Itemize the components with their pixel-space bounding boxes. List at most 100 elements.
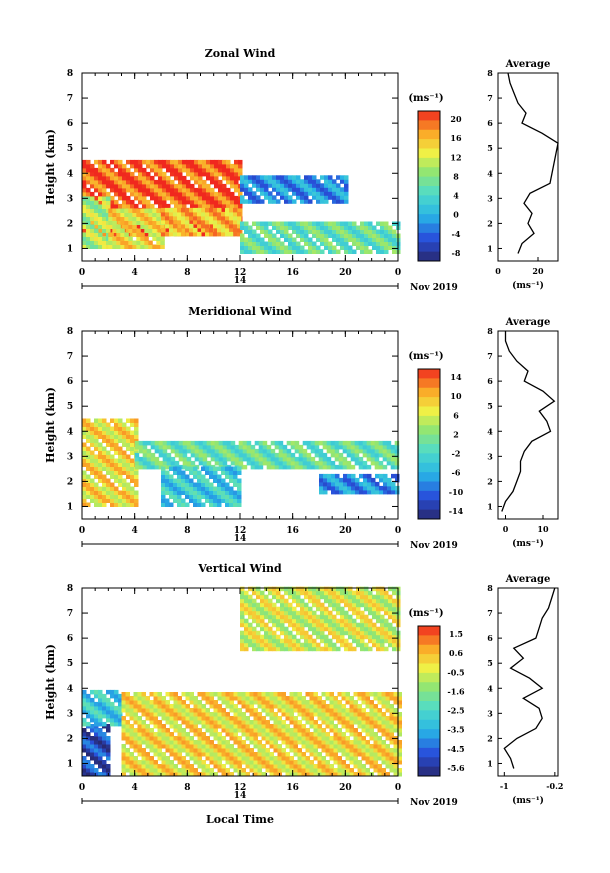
heatmap-cell	[305, 728, 310, 733]
heatmap-cell	[161, 760, 166, 765]
heatmap-cell	[209, 752, 214, 757]
heatmap-cell	[177, 466, 182, 471]
heatmap-cell	[241, 712, 246, 717]
heatmap-cell	[136, 232, 141, 237]
heatmap-cell	[145, 728, 150, 733]
heatmap-cell	[130, 462, 135, 467]
heatmap-cell	[289, 700, 294, 705]
heatmap-cell	[156, 224, 161, 229]
heatmap-cell	[300, 646, 305, 652]
heatmap-cell	[280, 602, 285, 608]
heatmap-cell	[114, 486, 119, 491]
heatmap-cell	[150, 191, 155, 197]
heatmap-cell	[98, 159, 103, 165]
heatmap-cell	[238, 460, 244, 466]
heatmap-cell	[178, 456, 184, 462]
heatmap-cell	[121, 768, 126, 773]
heatmap-cell	[169, 736, 174, 741]
heatmap-cell	[280, 195, 285, 200]
heatmap-cell	[237, 219, 242, 225]
heatmap-cell	[126, 199, 131, 205]
heatmap-cell	[133, 736, 138, 741]
heatmap-cell	[82, 494, 87, 499]
heatmap-cell	[149, 732, 154, 737]
heatmap-cell	[178, 199, 183, 205]
heatmap-cell	[126, 490, 131, 495]
heatmap-cell	[217, 704, 222, 709]
heatmap-cell	[369, 748, 374, 753]
heatmap-cell	[201, 760, 206, 765]
heatmap-cell	[380, 646, 385, 652]
heatmap-cell	[294, 460, 300, 466]
heatmap-cell	[169, 223, 174, 229]
heatmap-cell	[206, 187, 211, 193]
heatmap-cell	[389, 740, 394, 745]
heatmap-cell	[353, 764, 358, 769]
heatmap-cell	[141, 704, 146, 709]
heatmap-cell	[237, 482, 242, 487]
heatmap-cell	[108, 232, 113, 237]
heatmap-cell	[249, 732, 254, 737]
heatmap-cell	[90, 244, 95, 249]
heatmap-cell	[206, 195, 211, 201]
heatmap-cell	[110, 721, 115, 727]
heatmap-cell	[230, 199, 235, 205]
heatmap-cell	[258, 456, 264, 462]
heatmap-cell	[94, 430, 99, 435]
heatmap-cell	[349, 752, 354, 757]
heatmap-cell	[240, 634, 245, 640]
heatmap-cell	[165, 712, 170, 717]
heatmap-cell	[86, 764, 91, 769]
heatmap-cell	[237, 498, 242, 503]
heatmap-cell	[273, 744, 278, 749]
heatmap-cell	[372, 606, 377, 612]
heatmap-cell	[262, 448, 268, 454]
heatmap-cell	[169, 712, 174, 717]
heatmap-cell	[348, 606, 353, 612]
heatmap-cell	[90, 454, 95, 459]
heatmap-cell	[296, 221, 301, 226]
heatmap-cell	[157, 692, 162, 697]
heatmap-cell	[190, 199, 195, 205]
heatmap-cell	[289, 740, 294, 745]
heatmap-cell	[351, 481, 356, 487]
heatmap-cell	[244, 610, 249, 616]
heatmap-cell	[126, 482, 131, 487]
heatmap-cell	[262, 440, 268, 446]
heatmap-cell	[217, 720, 222, 725]
heatmap-cell	[94, 438, 99, 443]
heatmap-cell	[317, 732, 322, 737]
heatmap-cell	[112, 216, 117, 221]
heatmap-cell	[125, 720, 130, 725]
heatmap-cell	[229, 494, 234, 499]
heatmap-cell	[256, 195, 261, 200]
heatmap-cell	[218, 452, 224, 458]
heatmap-cell	[364, 634, 369, 640]
heatmap-cell	[276, 191, 281, 196]
heatmap-cell	[124, 216, 129, 221]
heatmap-cell	[273, 712, 278, 717]
heatmap-cell	[308, 241, 313, 246]
heatmap-cell	[162, 159, 167, 165]
heatmap-cell	[169, 490, 174, 495]
heatmap-cell	[385, 692, 390, 697]
heatmap-cell	[280, 626, 285, 632]
heatmap-cell	[256, 602, 261, 608]
heatmap-cell	[297, 768, 302, 773]
heatmap-cell	[217, 716, 222, 721]
heatmap-cell	[257, 772, 262, 777]
heatmap-cell	[174, 183, 179, 189]
heatmap-cell	[266, 444, 272, 450]
heatmap-cell	[289, 732, 294, 737]
colorbar-tick-label: -4	[452, 229, 461, 239]
heatmap-cell	[297, 736, 302, 741]
heatmap-cell	[122, 183, 127, 189]
heatmap-cell	[320, 638, 325, 644]
heatmap-cell	[240, 195, 245, 200]
heatmap-cell	[364, 249, 369, 254]
heatmap-cell	[169, 768, 174, 773]
heatmap-cell	[240, 241, 245, 246]
heatmap-cell	[137, 740, 142, 745]
heatmap-cell	[245, 696, 250, 701]
heatmap-cell	[130, 474, 135, 479]
